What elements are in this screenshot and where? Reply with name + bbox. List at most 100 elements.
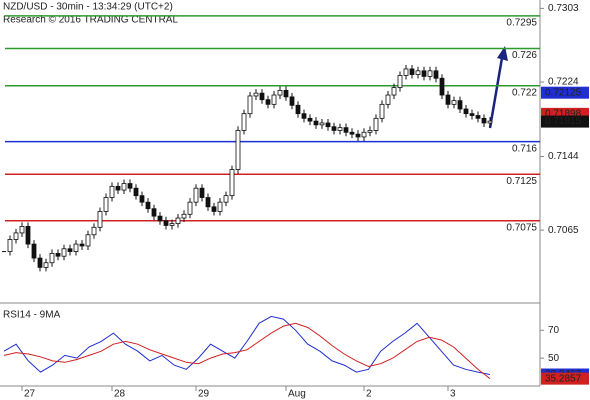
rsi-line: [3, 322, 491, 379]
candle: [223, 195, 229, 203]
rsi-line: [3, 315, 491, 375]
candle: [325, 122, 331, 128]
candle: [181, 213, 187, 219]
rsi-y-tick-label: 70: [548, 325, 560, 336]
candle: [283, 89, 289, 98]
level-label: 0.726: [512, 50, 537, 61]
candle: [133, 187, 139, 197]
candle: [49, 253, 55, 264]
candle: [337, 127, 343, 131]
forecast-arrow: [488, 51, 505, 129]
chart-subtitle: Research © 2016 TRADING CENTRAL: [3, 15, 178, 26]
candle: [439, 77, 445, 96]
y-tick-label: 0.7065: [548, 225, 579, 236]
rsi-label: RSI14 - 9MA: [3, 310, 61, 321]
candle: [193, 187, 199, 203]
candle: [25, 225, 31, 245]
rsi-y-tick-label: 50: [548, 353, 560, 364]
candle: [415, 70, 421, 75]
candle: [451, 100, 457, 105]
x-tick-label: 29: [198, 389, 210, 400]
candle: [13, 232, 19, 240]
candle: [445, 94, 451, 105]
candle: [205, 197, 211, 208]
candle: [31, 243, 37, 259]
candle: [121, 183, 127, 191]
x-tick-label: 2: [366, 389, 372, 400]
candle: [115, 185, 121, 191]
y-tick-label: 0.7224: [548, 77, 579, 88]
last-value-label: 0.72125: [545, 87, 582, 98]
candle: [343, 127, 349, 133]
candle: [67, 248, 73, 252]
candle: [331, 126, 337, 131]
candle: [313, 120, 319, 126]
candle: [409, 68, 415, 75]
last-value-label: 0.71898: [545, 108, 582, 119]
last-value-box: [541, 115, 589, 128]
candle: [175, 217, 181, 225]
candle: [37, 257, 43, 268]
candle: [469, 113, 475, 116]
candle: [151, 208, 157, 217]
candle: [43, 262, 49, 268]
candle: [61, 248, 67, 257]
candle: [349, 131, 355, 135]
candle: [265, 99, 271, 105]
candle: [307, 117, 313, 122]
candle: [367, 130, 373, 133]
candle: [169, 223, 175, 226]
candle: [391, 87, 397, 96]
candle: [295, 104, 301, 115]
candle: [361, 131, 367, 138]
candle: [109, 185, 115, 198]
y-tick-label: 0.7303: [548, 3, 579, 14]
y-tick-label: 0.7144: [548, 151, 579, 162]
candle: [457, 100, 463, 110]
candle: [145, 201, 151, 210]
x-tick-label: 3: [450, 389, 456, 400]
candle: [55, 253, 61, 257]
candle: [379, 103, 385, 119]
last-value-label: 0.71815: [545, 116, 582, 127]
candle: [79, 243, 85, 247]
candle: [217, 201, 223, 212]
candle: [481, 117, 487, 124]
candle: [187, 201, 193, 215]
candle: [127, 183, 133, 189]
candle: [487, 120, 493, 124]
candle: [259, 92, 265, 101]
candle: [7, 239, 13, 252]
candle: [463, 108, 469, 115]
rsi-last-value-label: 35.2857: [545, 373, 582, 384]
candle: [433, 70, 439, 79]
candle: [157, 215, 163, 222]
x-tick-label: 27: [24, 389, 36, 400]
candle: [235, 130, 241, 170]
candle: [73, 243, 79, 252]
level-label: 0.722: [512, 87, 537, 98]
candle: [319, 122, 325, 126]
candle: [229, 169, 235, 197]
candle: [139, 195, 145, 203]
candle: [85, 234, 91, 247]
candle: [403, 68, 409, 76]
candle: [163, 220, 169, 226]
candle: [355, 133, 361, 138]
candle: [199, 187, 205, 198]
candle: [103, 197, 109, 212]
forecast-arrowhead: [497, 46, 508, 61]
candle: [301, 113, 307, 119]
candle: [475, 115, 481, 119]
chart-title: NZD/USD - 30min - 13:34:29 (UTC+2): [3, 2, 173, 13]
candle: [277, 89, 283, 96]
candle: [385, 94, 391, 105]
candle: [241, 113, 247, 131]
candle: [397, 75, 403, 88]
candle: [373, 117, 379, 131]
rsi-last-value-box: [541, 372, 589, 385]
candle: [253, 92, 259, 97]
candle: [247, 95, 253, 115]
